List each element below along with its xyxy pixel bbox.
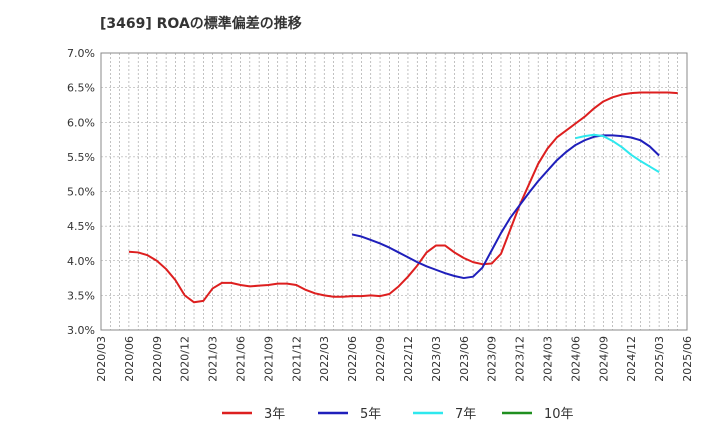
y-tick-label: 3.0% (67, 324, 95, 337)
x-axis-ticks: 2020/03 2020/06 2020/09 2020/12 2021/03 2021/… (95, 336, 694, 382)
x-tick-label: 2020/12 (179, 336, 192, 382)
x-tick-label: 2023/12 (514, 336, 527, 382)
x-tick-label: 2020/06 (123, 336, 136, 382)
x-tick-label: 2020/03 (95, 336, 108, 382)
x-tick-label: 2022/09 (374, 336, 387, 382)
x-tick-label: 2022/03 (318, 336, 331, 382)
x-tick-label: 2021/03 (207, 336, 220, 382)
x-tick-label: 2022/06 (346, 336, 359, 382)
y-tick-label: 5.5% (67, 151, 95, 164)
y-tick-label: 6.0% (67, 116, 95, 129)
x-tick-label: 2021/06 (235, 336, 248, 382)
y-tick-label: 4.0% (67, 255, 95, 268)
x-tick-label: 2023/09 (486, 336, 499, 382)
y-axis-ticks: 3.0% 3.5% 4.0% 4.5% 5.0% 5.5% 6.0% 6.5% 7.0% (67, 47, 95, 337)
x-tick-label: 2021/09 (262, 336, 275, 382)
x-tick-label: 2024/12 (625, 336, 638, 382)
y-tick-label: 6.5% (67, 82, 95, 95)
x-tick-label: 2024/06 (569, 336, 582, 382)
legend-label: 7年 (455, 407, 476, 422)
legend-label: 3年 (264, 407, 285, 422)
y-tick-label: 3.5% (67, 289, 95, 302)
x-tick-label: 2025/03 (653, 336, 666, 382)
x-tick-label: 2023/06 (458, 336, 471, 382)
horizontal-gridlines (101, 87, 687, 296)
chart-title: [3469] ROAの標準偏差の推移 (100, 15, 302, 32)
legend: 3年 5年 7年 10年 (222, 407, 574, 422)
x-tick-label: 2020/09 (151, 336, 164, 382)
legend-label: 5年 (360, 407, 381, 422)
x-tick-label: 2024/09 (597, 336, 610, 382)
series-line-7年 (575, 133, 660, 173)
series-line-3年 (128, 91, 678, 304)
x-tick-label: 2023/03 (430, 336, 443, 382)
legend-label: 10年 (544, 407, 574, 422)
series-lines (128, 91, 678, 304)
x-tick-label: 2021/12 (290, 336, 303, 382)
y-tick-label: 7.0% (67, 47, 95, 60)
x-tick-label: 2025/06 (681, 336, 694, 382)
series-line-5年 (351, 134, 660, 280)
x-tick-label: 2024/03 (541, 336, 554, 382)
y-tick-label: 5.0% (67, 186, 95, 199)
x-tick-label: 2022/12 (402, 336, 415, 382)
y-tick-label: 4.5% (67, 220, 95, 233)
